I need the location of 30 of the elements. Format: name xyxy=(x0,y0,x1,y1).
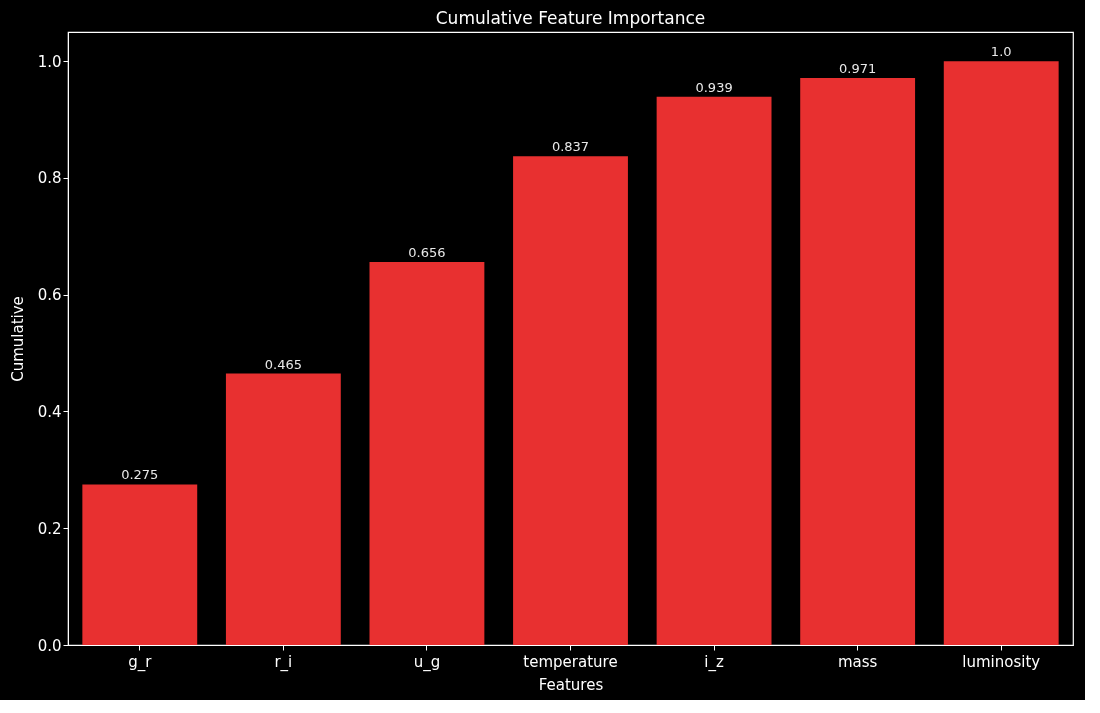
data-label: 1.0 xyxy=(990,44,1012,60)
data-label: 0.939 xyxy=(695,79,733,95)
y-tick-label: 0.6 xyxy=(37,286,62,305)
bar xyxy=(943,61,1059,645)
y-tick-label: 0.0 xyxy=(37,636,62,655)
x-tick-label: g_r xyxy=(128,652,153,672)
data-label: 0.971 xyxy=(839,61,877,77)
bar xyxy=(656,96,772,645)
x-tick-label: temperature xyxy=(523,652,618,671)
bar xyxy=(800,78,916,645)
y-tick-label: 0.2 xyxy=(37,519,62,538)
data-label: 0.465 xyxy=(264,356,302,372)
bar xyxy=(82,484,198,645)
x-tick-label: luminosity xyxy=(962,652,1041,671)
data-label: 0.837 xyxy=(551,139,590,155)
x-axis-title: Features xyxy=(538,675,604,694)
bar xyxy=(369,262,485,645)
y-tick-label: 0.4 xyxy=(37,402,62,421)
y-tick-label: 1.0 xyxy=(37,52,62,71)
x-tick-label: u_g xyxy=(413,652,441,672)
y-axis-title: Cumulative xyxy=(8,296,27,382)
data-label: 0.656 xyxy=(408,245,446,261)
chart-title: Cumulative Feature Importance xyxy=(435,8,706,28)
x-tick-label: i_z xyxy=(704,652,724,672)
bar xyxy=(513,156,628,645)
x-tick-label: mass xyxy=(837,652,878,671)
x-tick-label: r_i xyxy=(274,652,293,672)
bar xyxy=(225,373,341,645)
data-label: 0.275 xyxy=(121,467,159,483)
y-tick-label: 0.8 xyxy=(37,169,62,188)
